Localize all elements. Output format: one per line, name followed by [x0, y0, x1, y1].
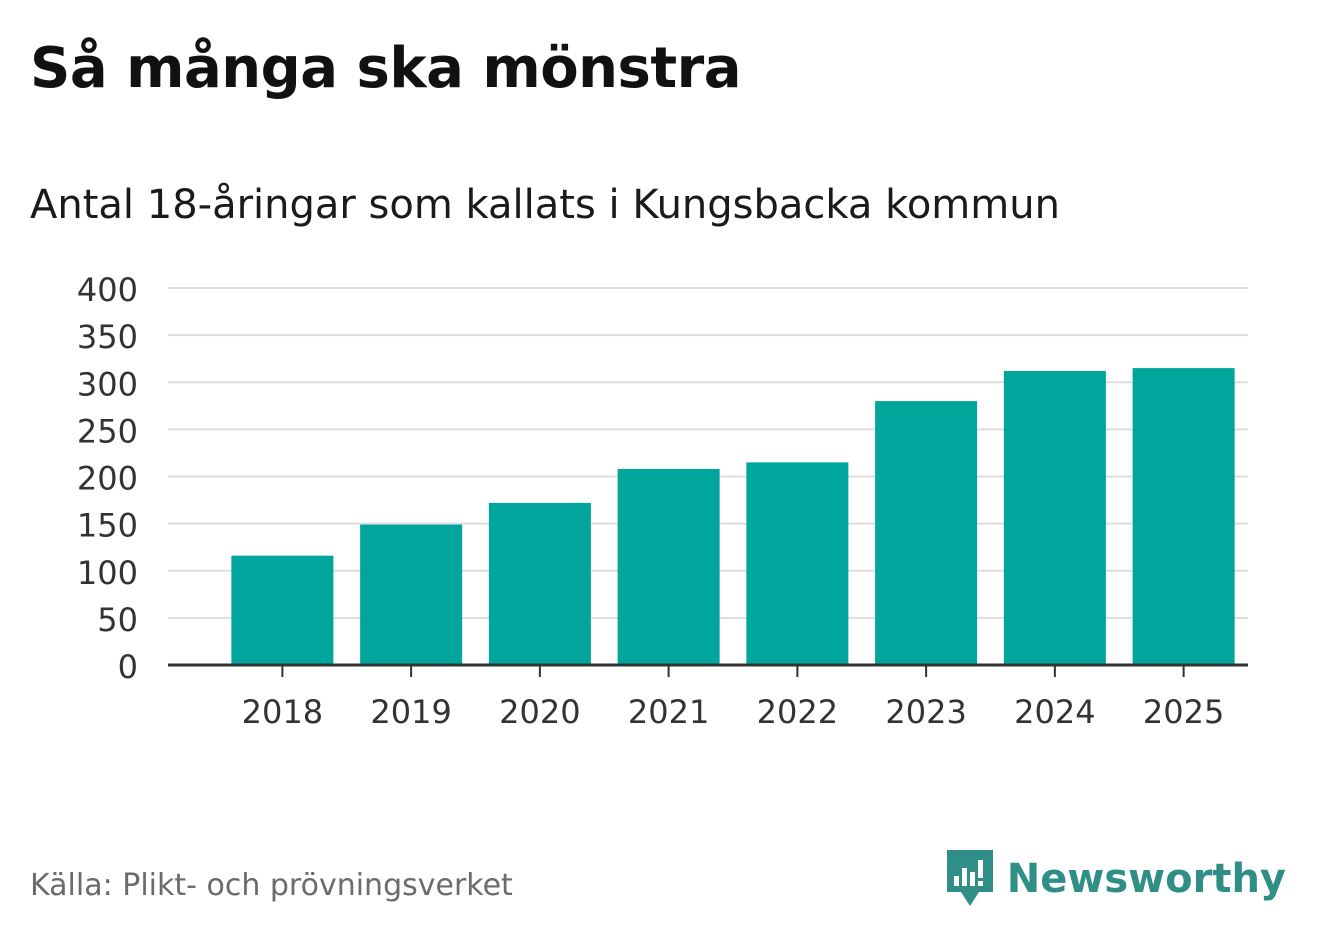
bar-2020	[488, 502, 591, 665]
source-note: Källa: Plikt- och prövningsverket	[30, 868, 513, 903]
bar-2018	[231, 555, 334, 665]
y-tick-label: 300	[77, 365, 138, 403]
y-tick-label: 250	[77, 412, 138, 450]
x-tick-label: 2020	[499, 693, 580, 731]
bar-2023	[875, 401, 978, 665]
x-tick-label: 2021	[628, 693, 709, 731]
y-tick-label: 0	[118, 648, 138, 686]
bar-2019	[360, 524, 463, 665]
bar-2021	[617, 468, 720, 665]
x-axis: 2018 2019 2020 2021 2022 2023 2024 2025	[168, 663, 1248, 731]
chart-title: Så många ska mönstra	[30, 36, 742, 101]
y-tick-label: 50	[97, 601, 138, 639]
brand-name: Newsworthy	[1006, 856, 1286, 902]
x-tick-label: 2025	[1143, 693, 1224, 731]
y-tick-label: 100	[77, 554, 138, 592]
newsworthy-logo-icon	[946, 850, 993, 906]
y-tick-label: 400	[77, 271, 138, 309]
x-tick-label: 2019	[370, 693, 451, 731]
x-tick-label: 2018	[242, 693, 323, 731]
x-tick-label: 2024	[1014, 693, 1095, 731]
bar-2024	[1003, 370, 1106, 665]
y-axis-ticks: 0 50 100 150 200 250 300 350 400	[77, 271, 138, 686]
y-tick-label: 150	[77, 507, 138, 545]
chart-subtitle: Antal 18-åringar som kallats i Kungsback…	[30, 182, 1060, 228]
y-tick-label: 350	[77, 318, 138, 356]
y-tick-label: 200	[77, 460, 138, 498]
brand-logo: Newsworthy	[945, 848, 1286, 910]
bars	[231, 368, 1235, 665]
x-tick-label: 2023	[885, 693, 966, 731]
bar-2022	[746, 462, 849, 665]
x-tick-label: 2022	[757, 693, 838, 731]
bar-2025	[1132, 368, 1235, 665]
bar-chart: 0 50 100 150 200 250 300 350 400 2018 2019 2020 202…	[77, 271, 1248, 731]
